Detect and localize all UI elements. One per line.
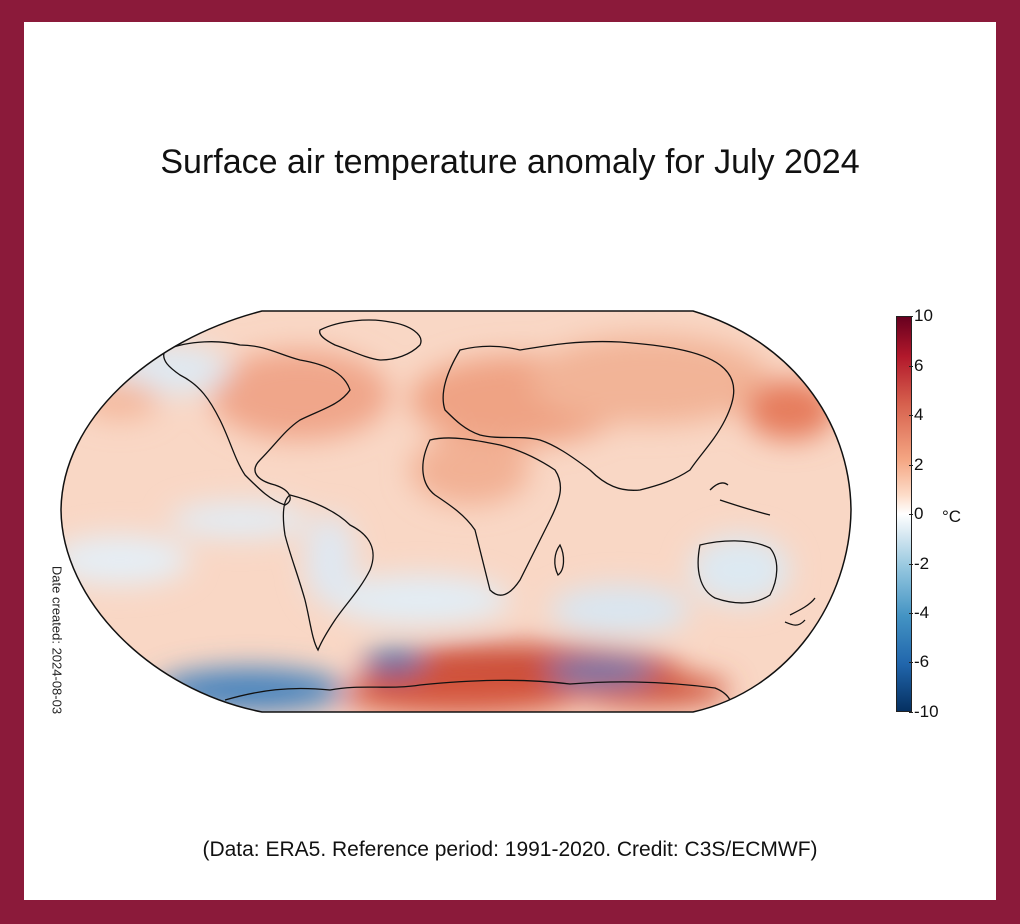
colorbar-unit: °C	[942, 507, 962, 526]
colorbar-tick: 4	[908, 405, 924, 424]
colorbar-tick: 10	[909, 306, 933, 325]
map-title: Surface air temperature anomaly for July…	[160, 143, 860, 181]
colorbar-tick: 0	[908, 504, 924, 523]
colorbar-tick: -10	[909, 702, 939, 721]
colorbar-tick: 2	[908, 455, 924, 474]
colorbar-tick: 6	[908, 356, 924, 375]
anomaly-field	[61, 311, 851, 712]
colorbar-tick: -2	[908, 554, 930, 573]
colorbar-tick: -4	[908, 603, 930, 622]
data-credit-footer: (Data: ERA5. Reference period: 1991-2020…	[202, 838, 818, 861]
coastlines	[163, 319, 816, 712]
colorbar-tick: -6	[908, 652, 930, 671]
